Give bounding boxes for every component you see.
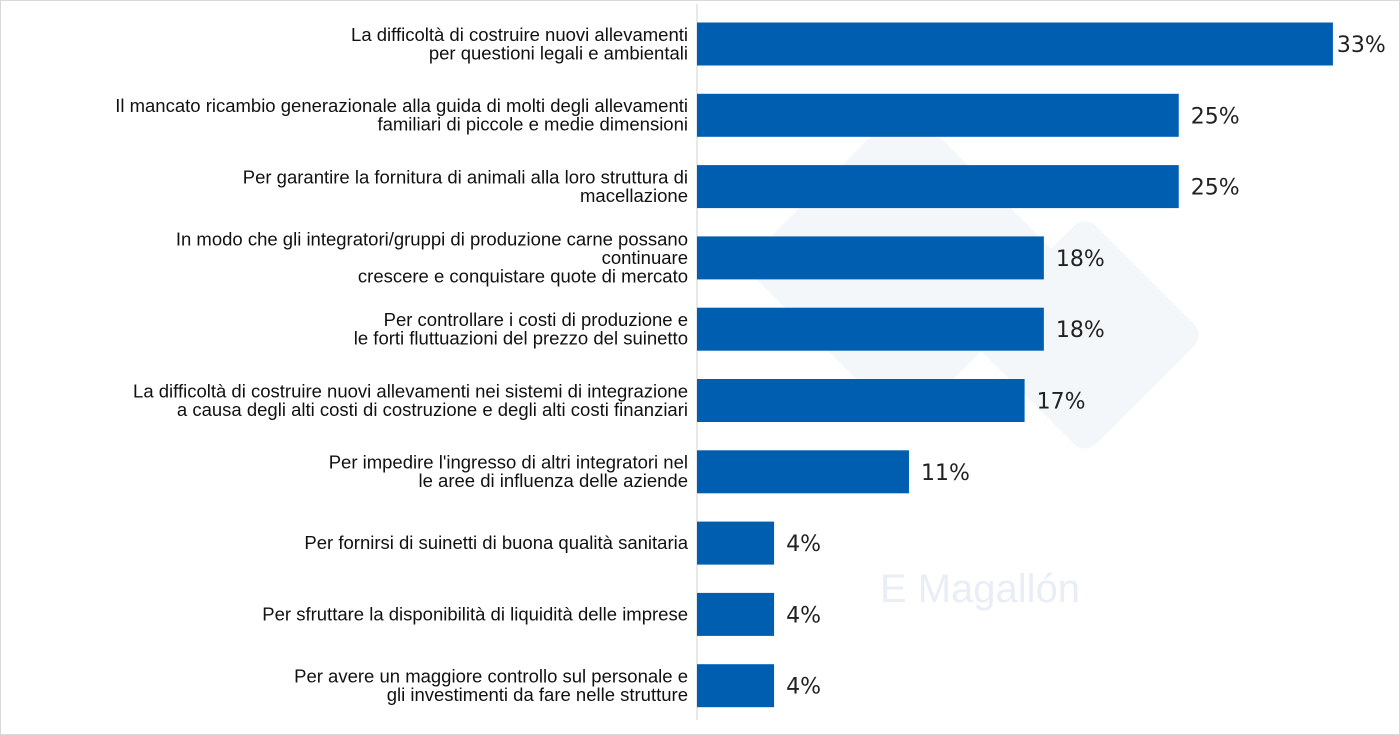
category-label: Per sfruttare la disponibilità di liquid…	[262, 603, 688, 624]
category-label-line: le aree di influenza delle aziende	[419, 470, 688, 491]
data-label: 4%	[786, 532, 821, 557]
category-label-line: macellazione	[580, 185, 688, 206]
category-label-line: per questioni legali e ambientali	[429, 42, 688, 63]
bar	[697, 165, 1179, 209]
watermark-text: E Magallón	[880, 567, 1080, 611]
category-label-line: Per controllare i costi di produzione e	[384, 309, 688, 330]
category-label: Per impedire l'ingresso di altri integra…	[329, 452, 688, 492]
category-label-line: Per sfruttare la disponibilità di liquid…	[262, 603, 688, 624]
category-label-line: La difficoltà di costruire nuovi allevam…	[133, 380, 688, 401]
bar	[697, 450, 909, 494]
bar	[697, 93, 1179, 137]
data-label: 4%	[786, 603, 821, 628]
data-label: 18%	[1056, 318, 1105, 343]
category-label: In modo che gli integratori/gruppi di pr…	[176, 228, 688, 286]
data-label: 4%	[786, 675, 821, 700]
category-label-line: Per impedire l'ingresso di altri integra…	[329, 452, 688, 473]
category-label-line: Per fornirsi di suinetti di buona qualit…	[304, 532, 688, 553]
data-label: 33%	[1337, 33, 1386, 58]
bar	[697, 236, 1044, 280]
category-label-line: Per avere un maggiore controllo sul pers…	[294, 665, 688, 686]
data-label: 25%	[1191, 176, 1240, 201]
bar	[697, 592, 775, 636]
category-label-line: La difficoltà di costruire nuovi allevam…	[351, 24, 688, 45]
category-label-line: a causa degli alti costi di costruzione …	[177, 399, 688, 420]
category-label: Per garantire la fornitura di animali al…	[243, 166, 688, 206]
category-label-line: Il mancato ricambio generazionale alla g…	[115, 95, 688, 116]
category-label: Per avere un maggiore controllo sul pers…	[294, 665, 688, 705]
bar	[697, 379, 1025, 422]
data-label: 17%	[1037, 390, 1086, 415]
category-label-line: continuare	[602, 247, 688, 268]
data-label: 25%	[1191, 104, 1240, 129]
bar	[697, 307, 1044, 351]
data-label: 11%	[921, 461, 970, 486]
bar	[697, 521, 775, 565]
category-label: La difficoltà di costruire nuovi allevam…	[133, 380, 688, 420]
category-label-line: familiari di piccole e medie dimensioni	[377, 114, 688, 135]
bar	[697, 664, 775, 708]
category-label-line: In modo che gli integratori/gruppi di pr…	[176, 228, 688, 249]
category-label-line: le forti fluttuazioni del prezzo del sui…	[354, 327, 688, 348]
category-label: Per fornirsi di suinetti di buona qualit…	[304, 532, 688, 553]
category-label-line: gli investimenti da fare nelle strutture	[387, 684, 688, 705]
bar	[697, 22, 1333, 66]
category-label-line: Per garantire la fornitura di animali al…	[243, 166, 688, 187]
data-label: 18%	[1056, 247, 1105, 272]
category-label: La difficoltà di costruire nuovi allevam…	[351, 24, 688, 64]
category-label: Il mancato ricambio generazionale alla g…	[115, 95, 688, 135]
category-label-line: crescere e conquistare quote di mercato	[358, 265, 688, 286]
